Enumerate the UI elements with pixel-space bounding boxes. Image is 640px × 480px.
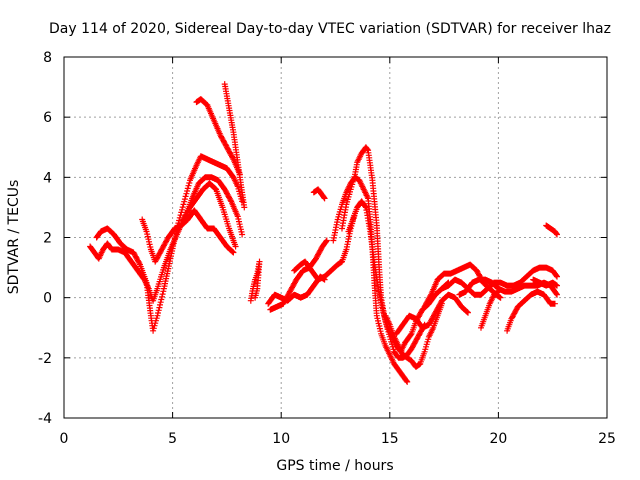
x-axis-label: GPS time / hours: [276, 458, 393, 474]
data-point-markers: [310, 186, 328, 202]
data-point-markers: [247, 258, 263, 304]
data-point-markers: [93, 153, 246, 334]
y-tick-label: 8: [43, 50, 52, 66]
data-series: [478, 288, 502, 331]
data-point-markers: [421, 261, 504, 310]
data-point-markers: [543, 222, 560, 238]
data-point-markers: [393, 291, 471, 337]
data-series: [247, 258, 263, 304]
x-tick-label: 20: [489, 431, 507, 447]
data-series: [139, 207, 237, 265]
data-point-markers: [87, 180, 239, 304]
grid-layer: [64, 57, 607, 418]
chart-title: Day 114 of 2020, Sidereal Day-to-day VTE…: [49, 21, 611, 37]
y-tick-label: -2: [38, 351, 52, 367]
data-series: [504, 288, 558, 334]
x-tick-label: 15: [381, 431, 399, 447]
data-point-markers: [504, 288, 558, 334]
tick-layer: 0 5 10 15 20 25 -4 -2 0 2 4 6 8: [38, 50, 616, 447]
data-point-markers: [265, 273, 328, 307]
data-series: [93, 153, 246, 334]
data-series: [265, 273, 328, 307]
y-tick-label: 0: [43, 291, 52, 307]
y-tick-label: -4: [38, 411, 52, 427]
x-tick-label: 25: [598, 431, 616, 447]
y-tick-label: 6: [43, 110, 52, 126]
data-point-markers: [530, 276, 560, 289]
data-point-markers: [139, 207, 237, 265]
data-point-markers: [182, 174, 246, 238]
x-tick-label: 10: [272, 431, 290, 447]
y-tick-label: 4: [43, 170, 52, 186]
data-point-markers: [382, 300, 445, 370]
data-series: [421, 261, 504, 310]
y-tick-label: 2: [43, 231, 52, 247]
data-series: [310, 186, 328, 202]
data-series: [543, 222, 560, 238]
data-series: [182, 174, 246, 238]
data-point-markers: [478, 288, 502, 331]
data-series: [382, 300, 445, 370]
data-layer: [87, 81, 560, 385]
data-series: [393, 291, 471, 337]
plot-frame: [63, 56, 608, 419]
data-point-markers: [221, 81, 248, 211]
x-tick-label: 5: [168, 431, 177, 447]
y-axis-label: SDTVAR / TECUs: [6, 180, 22, 295]
data-series: [87, 180, 239, 304]
data-series: [530, 276, 560, 289]
data-series: [221, 81, 248, 211]
x-tick-label: 0: [60, 431, 69, 447]
